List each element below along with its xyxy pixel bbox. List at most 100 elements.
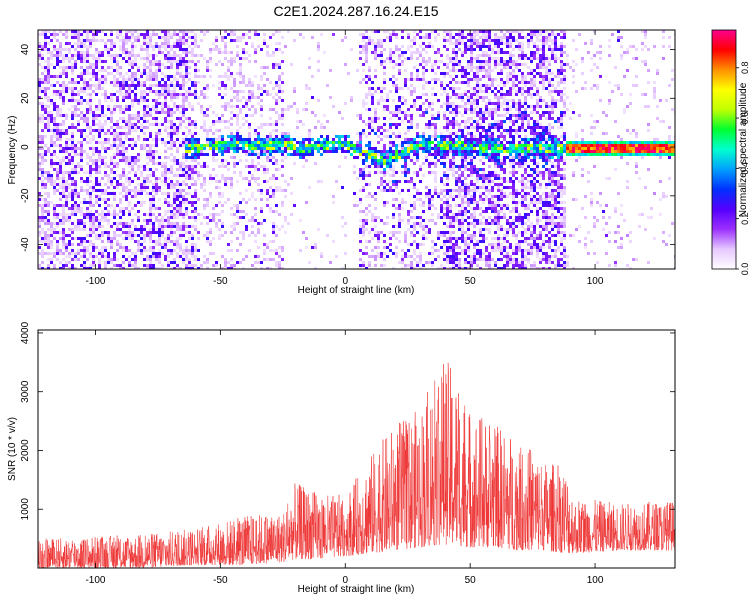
spectrogram-cell (77, 204, 80, 207)
spectrogram-cell (419, 135, 422, 138)
spectrogram-cell (170, 93, 173, 96)
spectrogram-cell (374, 150, 377, 153)
spectrogram-cell (434, 162, 437, 165)
spectrogram-cell (260, 108, 263, 111)
spectrogram-cell (410, 93, 413, 96)
spectrogram-cell (152, 156, 155, 159)
spectrogram-cell (200, 267, 203, 269)
spectrogram-cell (404, 252, 407, 255)
spectrogram-cell (317, 69, 320, 72)
spectrogram-cell (242, 75, 245, 78)
spectrogram-cell (149, 216, 152, 219)
spectrogram-cell (101, 108, 104, 111)
spectrogram-cell (215, 180, 218, 183)
spectrogram-cell (47, 234, 50, 237)
spectrogram-cell (104, 48, 107, 51)
spectrogram-cell (50, 231, 53, 234)
spectrogram-cell (122, 189, 125, 192)
spectrogram-cell (383, 147, 386, 150)
spectrogram-cell (128, 108, 131, 111)
spectrogram-cell (122, 84, 125, 87)
spectrogram-cell (140, 57, 143, 60)
spectrogram-cell (449, 240, 452, 243)
spectrogram-cell (44, 231, 47, 234)
spectrogram-cell (179, 243, 182, 246)
spectrogram-cell (182, 165, 185, 168)
spectrogram-cell (164, 192, 167, 195)
spectrogram-cell (107, 213, 110, 216)
spectrogram-cell (71, 117, 74, 120)
spectrogram-cell (59, 222, 62, 225)
spectrogram-cell (44, 135, 47, 138)
spectrogram-cell (158, 60, 161, 63)
spectrogram-cell (95, 177, 98, 180)
spectrogram-cell (191, 138, 194, 141)
spectrogram-cell (287, 183, 290, 186)
spectrogram-cell (98, 198, 101, 201)
spectrogram-cell (173, 123, 176, 126)
spectrogram-cell (410, 90, 413, 93)
spectrogram-cell (137, 78, 140, 81)
spectrogram-cell (104, 78, 107, 81)
spectrogram-cell (254, 75, 257, 78)
spectrogram-cell (206, 234, 209, 237)
spectrogram-cell (371, 39, 374, 42)
spectrogram-cell (185, 150, 188, 153)
spectrogram-cell (131, 159, 134, 162)
spectrogram-cell (200, 111, 203, 114)
spectrogram-cell (404, 147, 407, 150)
spectrogram-cell (53, 75, 56, 78)
spectrogram-cell (86, 192, 89, 195)
spectrogram-cell (464, 45, 467, 48)
spectrogram-cell (128, 78, 131, 81)
spectrogram-cell (218, 237, 221, 240)
spectrogram-cell (257, 231, 260, 234)
spectrogram-cell (206, 141, 209, 144)
spectrogram-cell (221, 153, 224, 156)
spectrogram-cell (350, 147, 353, 150)
spectrogram-cell (473, 90, 476, 93)
spectrogram-cell (158, 261, 161, 264)
spectrogram-cell (272, 141, 275, 144)
spectrogram-cell (461, 69, 464, 72)
spectrogram-cell (284, 231, 287, 234)
spectrogram-cell (152, 204, 155, 207)
spectrogram-cell (110, 267, 113, 269)
spectrogram-cell (404, 141, 407, 144)
spectrogram-cell (131, 222, 134, 225)
spectrogram-cell (422, 75, 425, 78)
spectrogram-cell (182, 162, 185, 165)
spectrogram-cell (368, 123, 371, 126)
spectrogram-cell (299, 33, 302, 36)
spectrogram-cell (476, 129, 479, 132)
spectrogram-cell (65, 204, 68, 207)
spectrogram-cell (170, 123, 173, 126)
spectrogram-cell (365, 150, 368, 153)
spectrogram-cell (107, 48, 110, 51)
spectrogram-cell (362, 45, 365, 48)
spectrogram-cell (116, 228, 119, 231)
spectrogram-cell (305, 84, 308, 87)
spectrogram-cell (323, 147, 326, 150)
spectrogram-cell (434, 156, 437, 159)
spectrogram-cell (137, 99, 140, 102)
spectrogram-cell (44, 75, 47, 78)
spectrogram-cell (62, 195, 65, 198)
spectrogram-cell (113, 222, 116, 225)
spectrogram-cell (89, 210, 92, 213)
spectrogram-cell (308, 129, 311, 132)
spectrogram-cell (119, 75, 122, 78)
spectrogram-cell (218, 60, 221, 63)
spectrogram-cell (200, 144, 203, 147)
spectrogram-cell (95, 234, 98, 237)
spectrogram-cell (371, 87, 374, 90)
spectrogram-cell (479, 30, 482, 33)
spectrogram-cell (170, 252, 173, 255)
spectrogram-cell (77, 207, 80, 210)
spectrogram-cell (392, 231, 395, 234)
spectrogram-cell (107, 234, 110, 237)
spectrogram-cell (443, 150, 446, 153)
spectrogram-cell (446, 204, 449, 207)
spectrogram-cell (221, 120, 224, 123)
spectrogram-cell (173, 261, 176, 264)
